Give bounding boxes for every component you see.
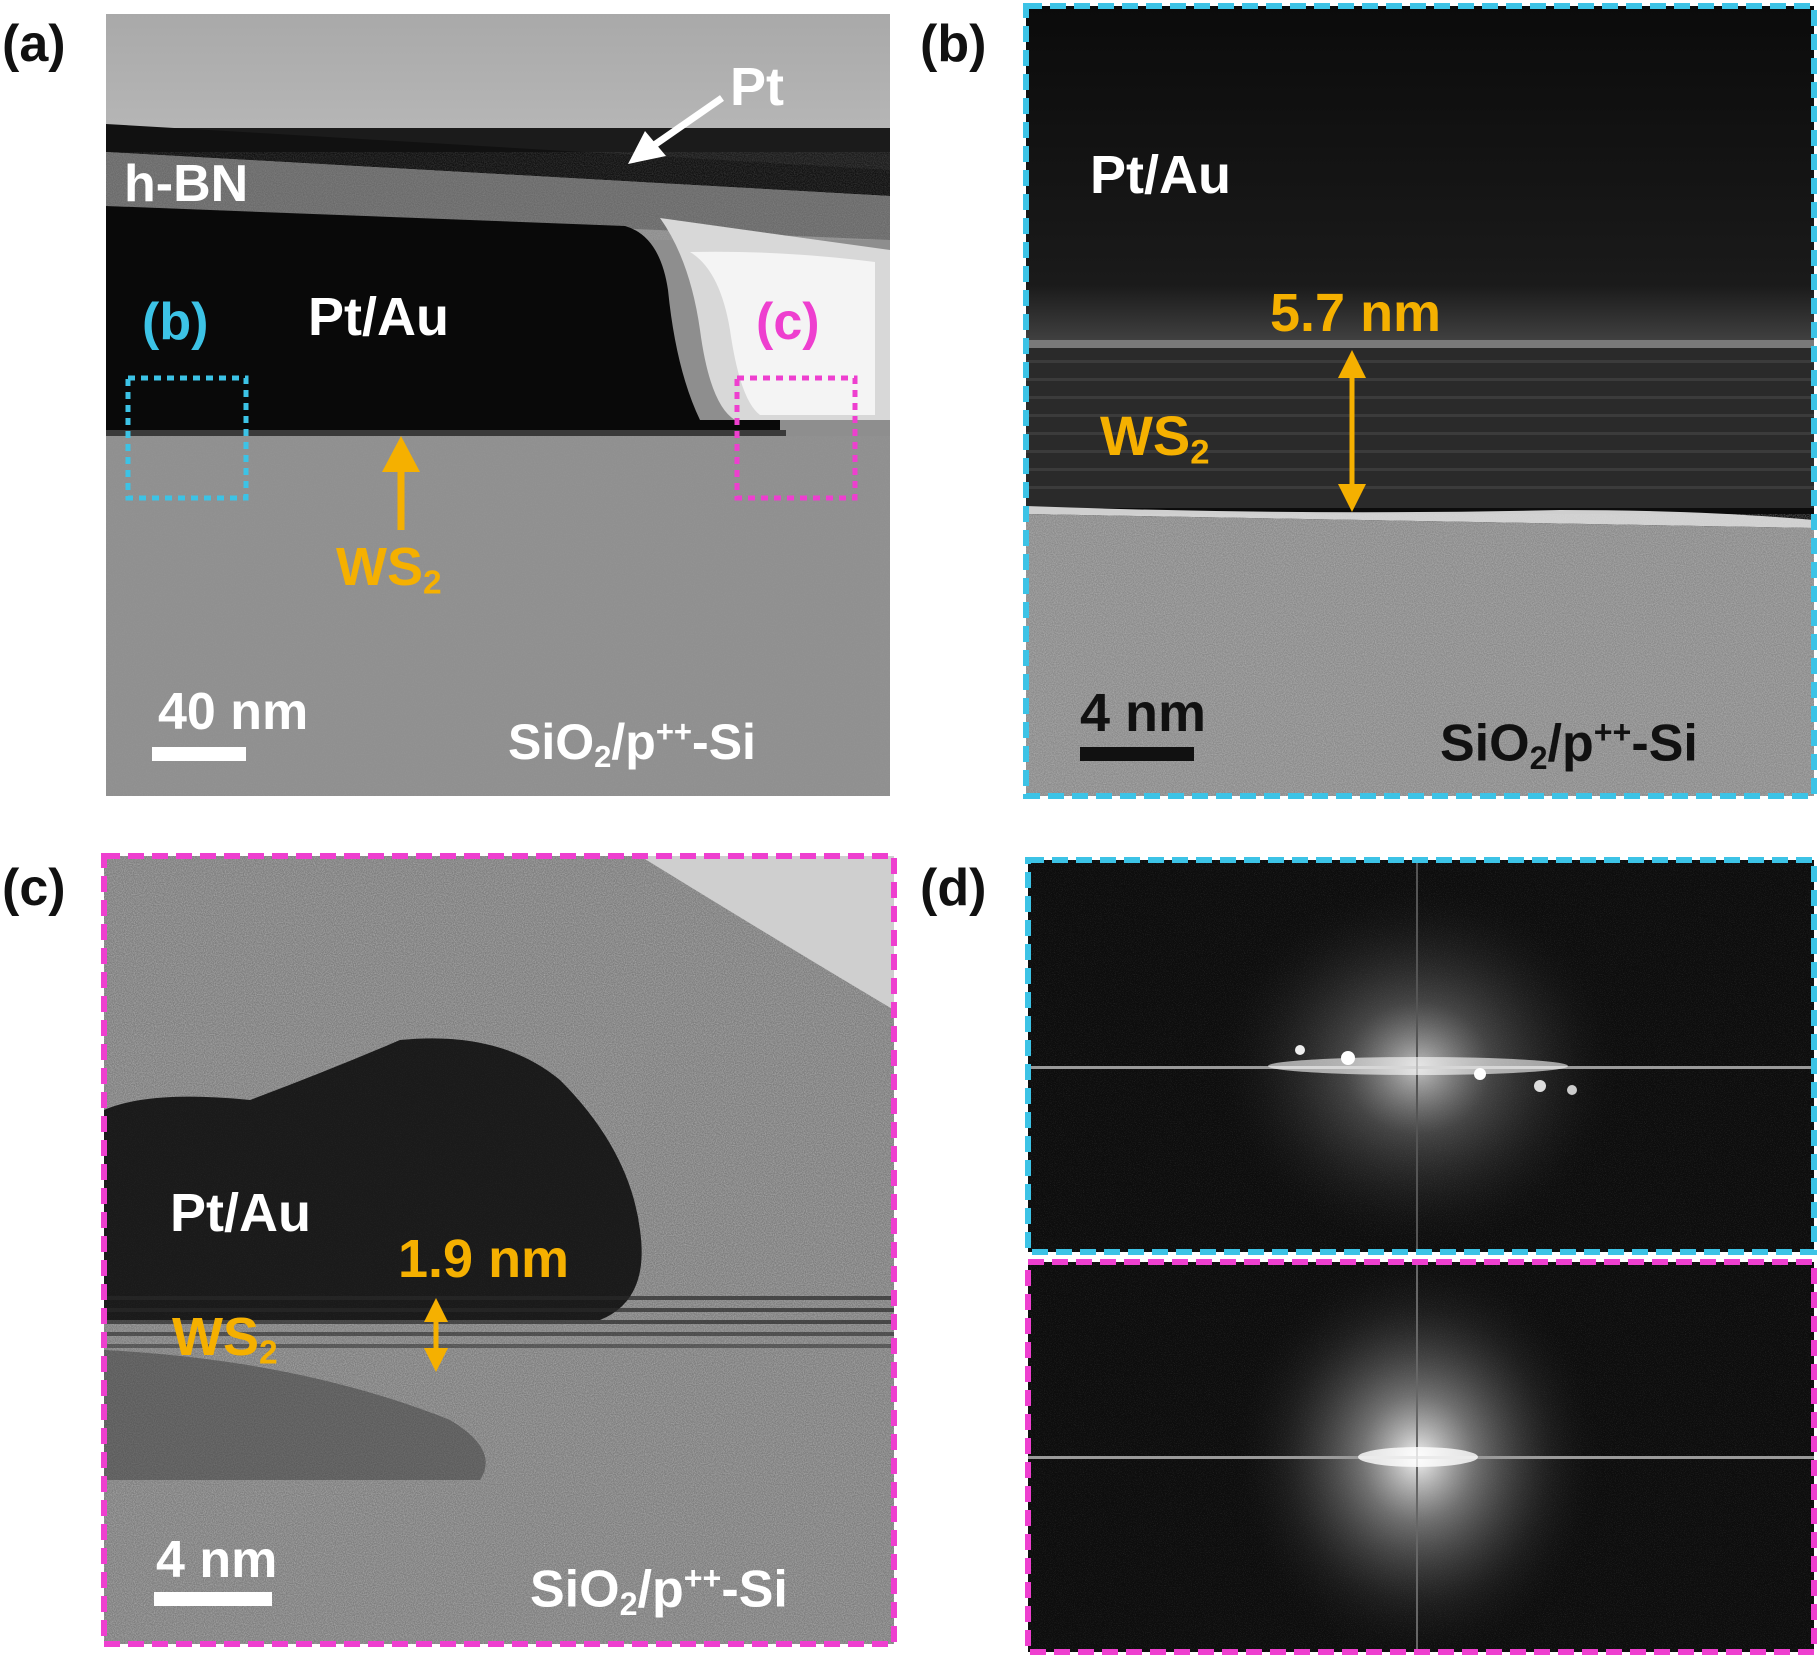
panel-letter-d: (d) — [920, 859, 987, 917]
substrate-label-b: SiO2/p++-Si — [1440, 714, 1698, 776]
thickness-arrow-b-top — [1338, 350, 1366, 378]
panel-letter-a: (a) — [2, 15, 66, 73]
panel-d-fft-b — [1028, 860, 1814, 1252]
thickness-label-c: 1.9 nm — [398, 1229, 570, 1289]
region-box-b — [125, 375, 249, 501]
thickness-arrow-b-bottom — [1338, 484, 1366, 512]
ptau-label-c: Pt/Au — [170, 1183, 311, 1243]
scale-label-c: 4 nm — [156, 1531, 278, 1589]
pt-arrow-head — [628, 131, 666, 164]
panel-letter-b: (b) — [920, 15, 987, 73]
hbn-label: h-BN — [124, 155, 249, 213]
region-box-c — [734, 375, 858, 501]
ws2-label-a: WS2 — [336, 537, 442, 602]
panel-d-frame-c — [1025, 1259, 1817, 1655]
scale-bar-c — [154, 1592, 272, 1606]
ws2-arrow-a-head — [382, 436, 420, 472]
thickness-label-b: 5.7 nm — [1270, 283, 1442, 343]
scale-bar-b — [1080, 747, 1194, 761]
panel-c-frame — [101, 853, 897, 1647]
panel-letter-c: (c) — [2, 859, 66, 917]
ws2-label-b: WS2 — [1100, 404, 1210, 472]
thickness-arrow-c-bottom — [424, 1348, 448, 1372]
ptau-label-b: Pt/Au — [1090, 145, 1231, 205]
panel-c-image — [104, 856, 894, 1644]
scale-label-a: 40 nm — [158, 683, 309, 741]
panel-d-fft-c — [1028, 1262, 1814, 1652]
scale-bar-a — [152, 747, 246, 761]
pt-label: Pt — [730, 57, 784, 117]
substrate-label-c: SiO2/p++-Si — [530, 1560, 788, 1622]
panel-d-frame-b — [1025, 857, 1817, 1255]
panel-b-frame — [1023, 3, 1817, 799]
thickness-arrow-c-top — [424, 1298, 448, 1322]
scale-label-b: 4 nm — [1080, 683, 1207, 743]
panel-a-image — [106, 14, 890, 796]
ws2-label-c: WS2 — [172, 1307, 278, 1372]
box-label-b: (b) — [142, 293, 209, 351]
box-label-c: (c) — [756, 293, 820, 351]
pt-arrow — [648, 95, 724, 151]
ptau-label-a: Pt/Au — [308, 287, 449, 347]
substrate-label-a: SiO2/p++-Si — [508, 714, 756, 774]
panel-b-image — [1026, 6, 1814, 796]
